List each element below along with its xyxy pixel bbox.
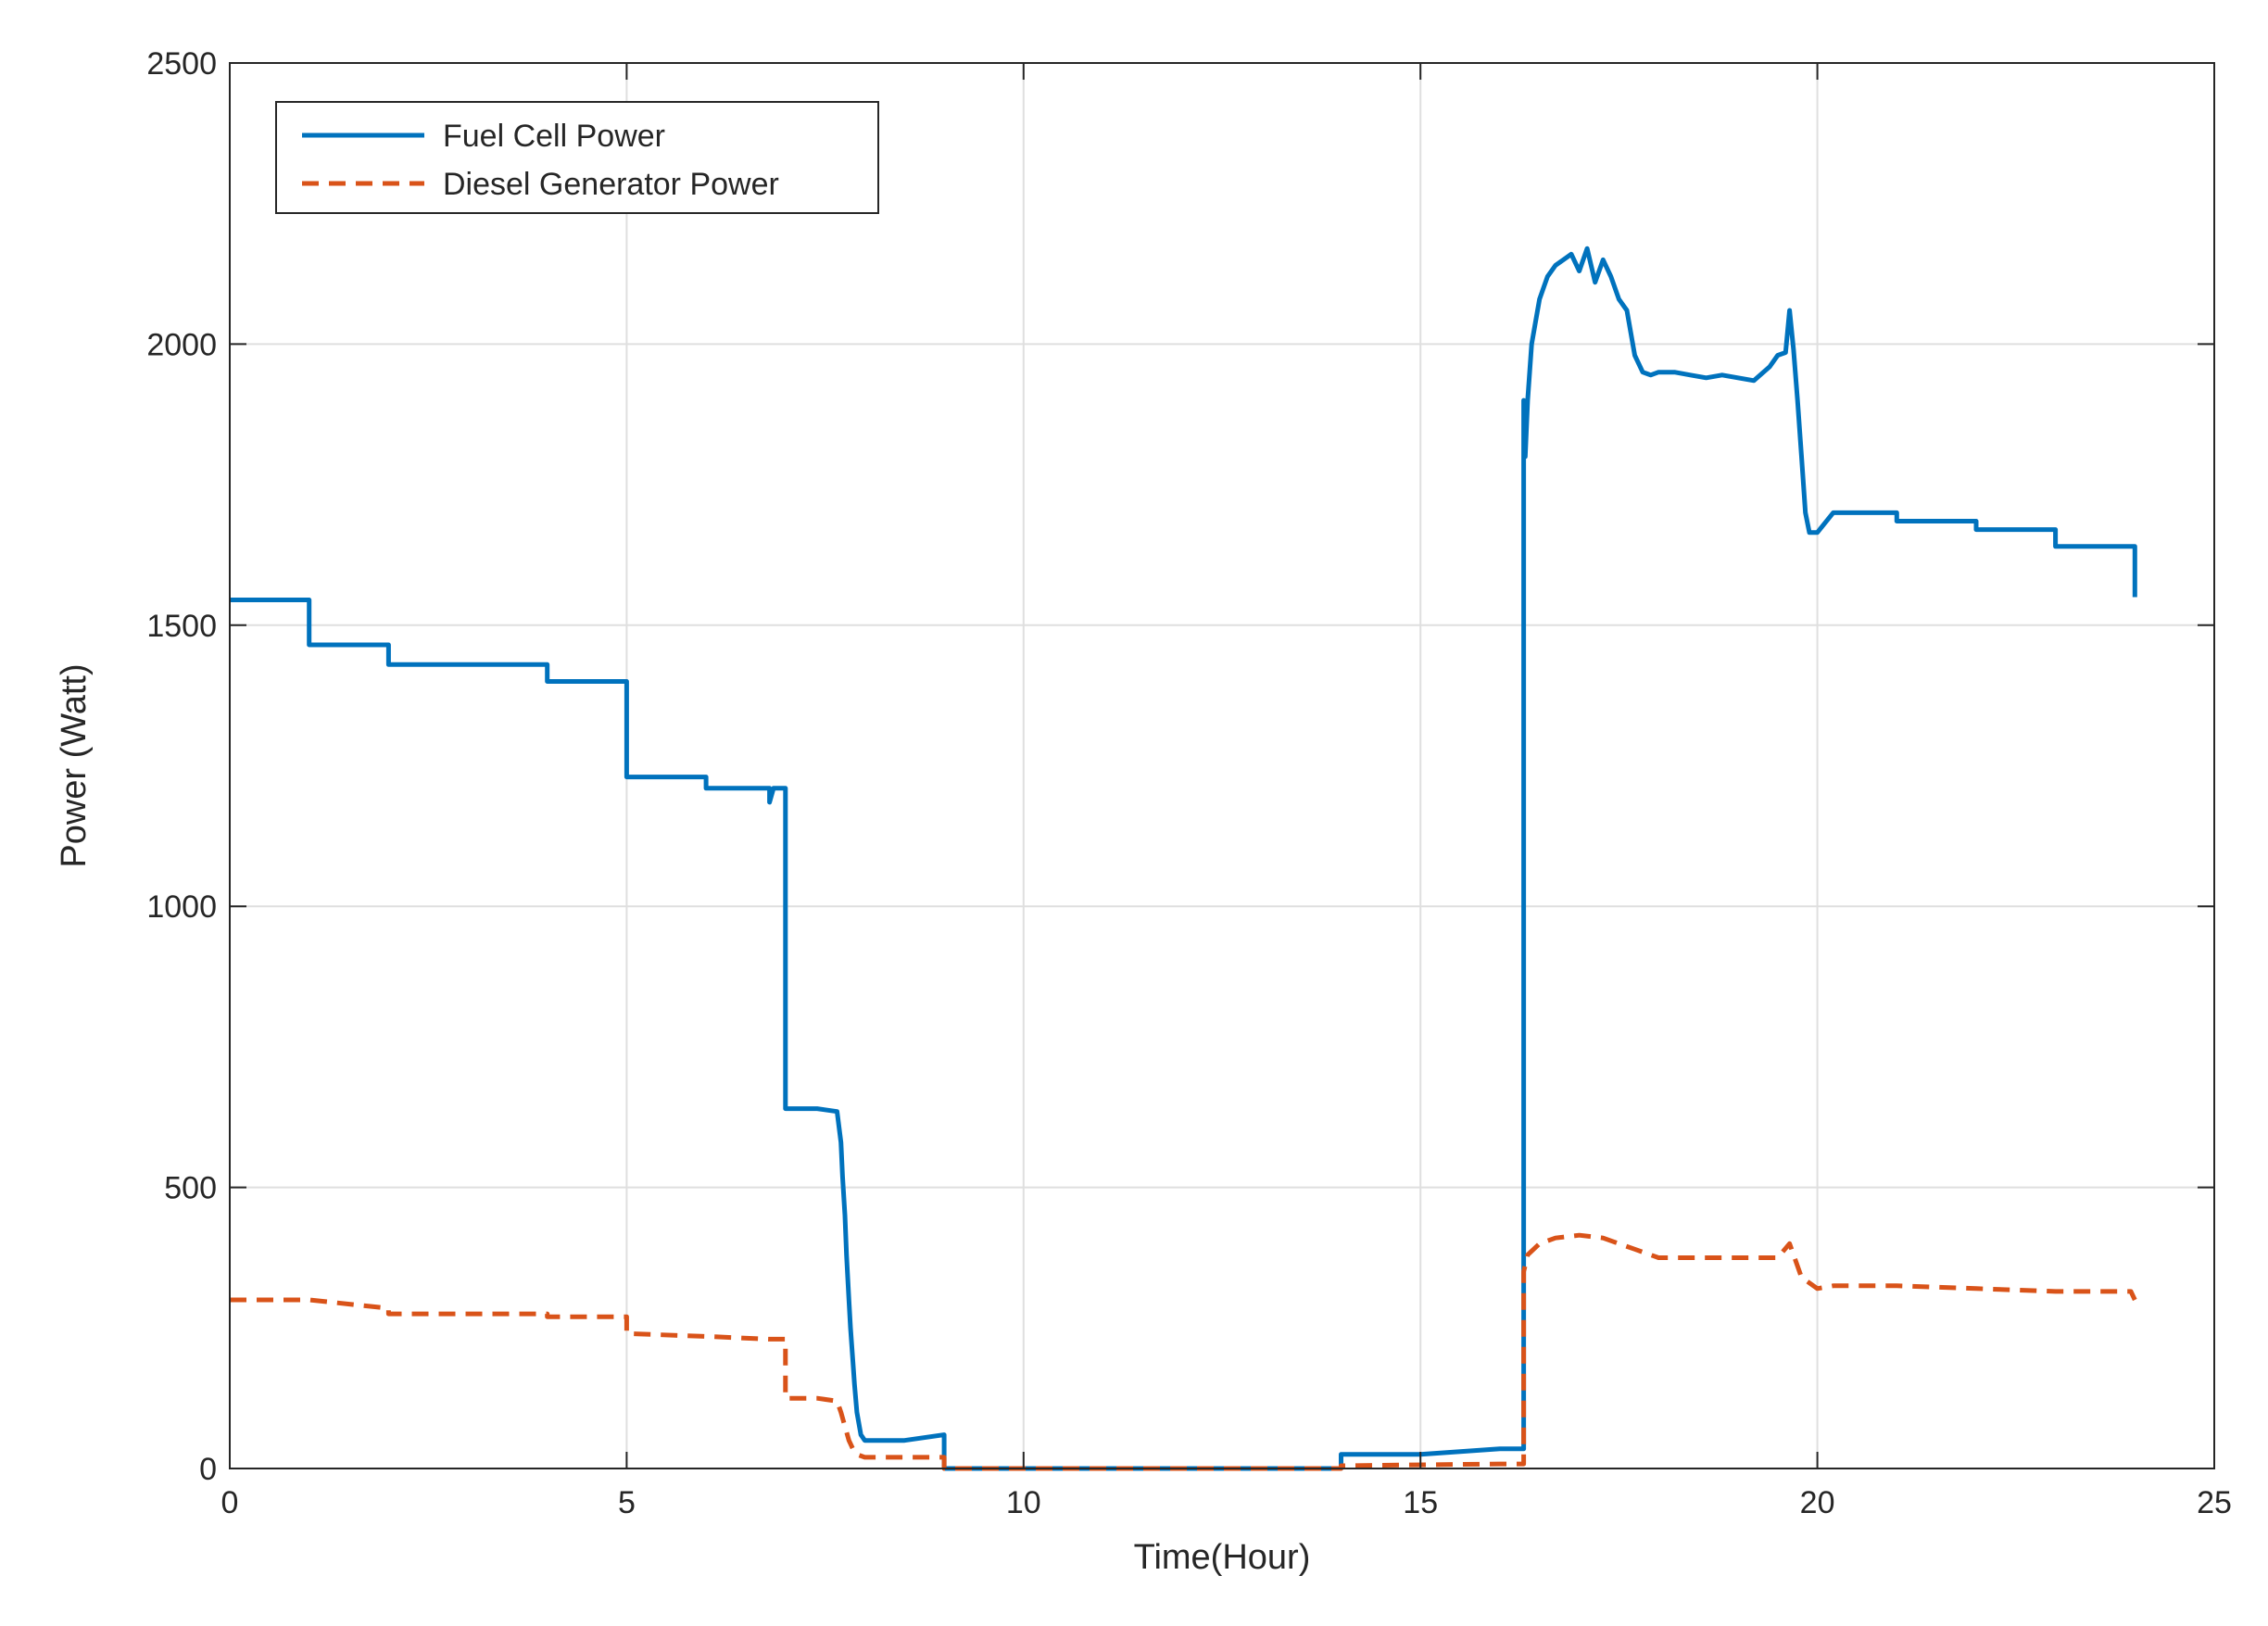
y-tick-label: 1000 bbox=[146, 889, 217, 925]
x-axis-label: Time(Hour) bbox=[1134, 1538, 1311, 1577]
legend: Fuel Cell Power Diesel Generator Power bbox=[275, 101, 879, 214]
series-group bbox=[230, 246, 2137, 1471]
y-tick-label: 2500 bbox=[146, 46, 217, 82]
x-tick-label: 10 bbox=[1006, 1485, 1041, 1520]
x-tick-label: 5 bbox=[618, 1485, 636, 1520]
series-line-fuel-cell-power bbox=[230, 246, 2137, 1471]
y-tick-label: 2000 bbox=[146, 327, 217, 362]
x-tick-label: 15 bbox=[1403, 1485, 1438, 1520]
y-tick-label: 500 bbox=[164, 1171, 217, 1206]
grid bbox=[230, 63, 2214, 1468]
x-tick-label: 20 bbox=[1800, 1485, 1835, 1520]
legend-label-diesel-generator: Diesel Generator Power bbox=[443, 167, 779, 202]
legend-label-fuel-cell: Fuel Cell Power bbox=[443, 119, 665, 154]
legend-box bbox=[275, 101, 879, 214]
series-line-diesel-generator-power bbox=[230, 1232, 2137, 1471]
axis-ticks: 0 5 10 15 20 25 0 500 1000 1500 2000 2500 bbox=[146, 46, 2232, 1520]
x-tick-label: 25 bbox=[2197, 1485, 2232, 1520]
x-tick-label: 0 bbox=[221, 1485, 239, 1520]
y-axis-label: Power (Watt) bbox=[55, 663, 94, 867]
y-tick-label: 1500 bbox=[146, 609, 217, 644]
y-tick-label: 0 bbox=[199, 1452, 217, 1487]
plot-frame bbox=[229, 62, 2215, 1469]
